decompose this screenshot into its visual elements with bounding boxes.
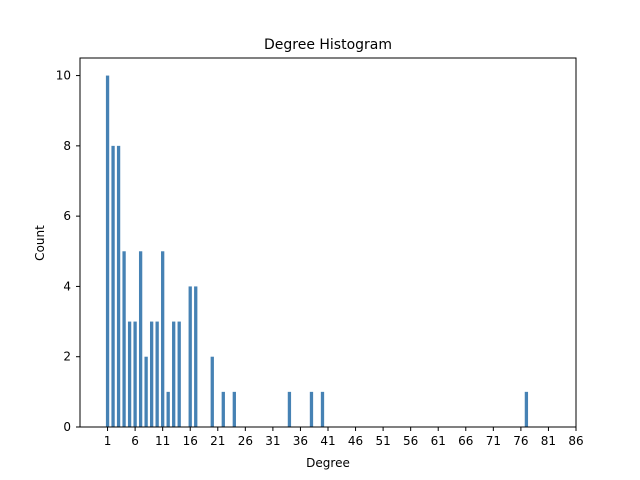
bar-degree-24: [232, 391, 236, 427]
x-tick-label: 81: [541, 434, 556, 448]
x-tick-label: 56: [403, 434, 418, 448]
y-tick-label: 8: [63, 139, 71, 153]
x-axis-ticks: 1 6 11 16 21 26 31 36 41 46 51 56 61 66 71 76 81 86: [104, 427, 584, 448]
y-tick-label: 2: [63, 350, 71, 364]
bar-degree-7: [138, 251, 143, 427]
chart-title: Degree Histogram: [264, 37, 392, 53]
bar-degree-12: [166, 391, 170, 427]
x-tick-label: 21: [210, 434, 225, 448]
x-tick-label: 16: [183, 434, 198, 448]
bar-degree-1: [105, 75, 110, 427]
bar-degree-34: [287, 391, 292, 427]
x-axis-label: Degree: [306, 456, 350, 470]
bar-degree-2: [111, 145, 115, 428]
bar-degree-6: [133, 321, 137, 427]
y-axis-label: Count: [33, 225, 47, 261]
bar-degree-40: [320, 391, 325, 427]
bar-degree-10: [155, 321, 159, 427]
bar-degree-9: [149, 321, 154, 427]
bar-degree-38: [309, 391, 314, 427]
bar-degree-22: [221, 391, 225, 427]
bar-degree-17: [194, 286, 198, 427]
bar-degree-20: [210, 356, 214, 427]
bar-degree-13: [172, 321, 176, 427]
x-tick-label: 86: [568, 434, 583, 448]
x-tick-label: 76: [513, 434, 528, 448]
x-tick-label: 41: [320, 434, 335, 448]
x-tick-label: 26: [238, 434, 253, 448]
bar-degree-14: [177, 321, 181, 427]
bar-degree-5: [127, 321, 132, 427]
y-tick-label: 6: [63, 209, 71, 223]
x-tick-label: 6: [131, 434, 139, 448]
plot-frame: [79, 57, 577, 428]
bar-degree-3: [116, 145, 121, 428]
x-tick-label: 36: [293, 434, 308, 448]
x-tick-label: 31: [265, 434, 280, 448]
bar-degree-11: [161, 251, 165, 427]
y-axis-ticks: 0 2 4 6 8 10: [56, 69, 80, 434]
bars-group: [105, 75, 529, 428]
y-tick-label: 4: [63, 279, 71, 293]
y-tick-label: 10: [56, 69, 71, 83]
x-tick-label: 61: [431, 434, 446, 448]
bar-degree-8: [144, 356, 148, 427]
bar-degree-16: [188, 286, 192, 427]
bar-degree-77: [524, 391, 529, 427]
x-tick-label: 71: [486, 434, 501, 448]
x-tick-label: 51: [375, 434, 390, 448]
y-tick-label: 0: [63, 420, 71, 434]
x-tick-label: 66: [458, 434, 473, 448]
bar-degree-4: [122, 251, 126, 427]
x-tick-label: 46: [348, 434, 363, 448]
x-tick-label: 1: [104, 434, 112, 448]
x-tick-label: 11: [155, 434, 170, 448]
